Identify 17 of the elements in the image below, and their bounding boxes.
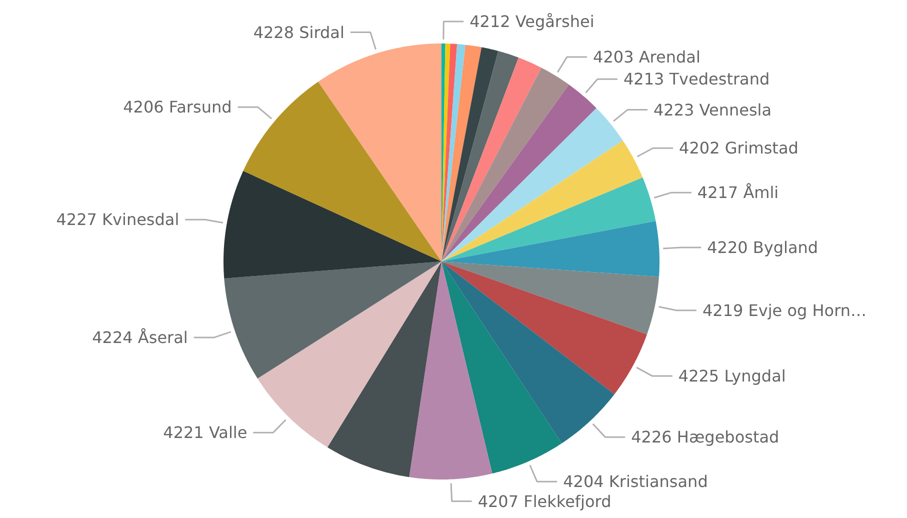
slice-label: 4220 Bygland xyxy=(707,238,818,257)
slice-label: 4207 Flekkefjord xyxy=(478,492,612,511)
slice-label: 4217 Åmli xyxy=(697,183,779,202)
slice-label: 4204 Kristiansand xyxy=(563,472,708,492)
slice-label: 4221 Valle xyxy=(163,423,248,442)
slice-label: 4203 Arendal xyxy=(593,47,700,66)
slice-label: 4228 Sirdal xyxy=(253,22,344,42)
slice-label: 4226 Hægebostad xyxy=(631,428,780,447)
slice-label: 4206 Farsund xyxy=(123,98,232,117)
slice-label: 4219 Evje og Horn… xyxy=(702,300,867,320)
slice-label: 4202 Grimstad xyxy=(679,138,798,158)
slice-label: 4212 Vegårshei xyxy=(470,12,594,32)
slice-label: 4227 Kvinesdal xyxy=(56,210,180,230)
slice-label: 4225 Lyngdal xyxy=(678,366,786,386)
slice-label: 4223 Vennesla xyxy=(653,100,772,120)
slice-label: 4224 Åseral xyxy=(92,328,188,348)
slice-label: 4213 Tvedestrand xyxy=(623,70,770,89)
